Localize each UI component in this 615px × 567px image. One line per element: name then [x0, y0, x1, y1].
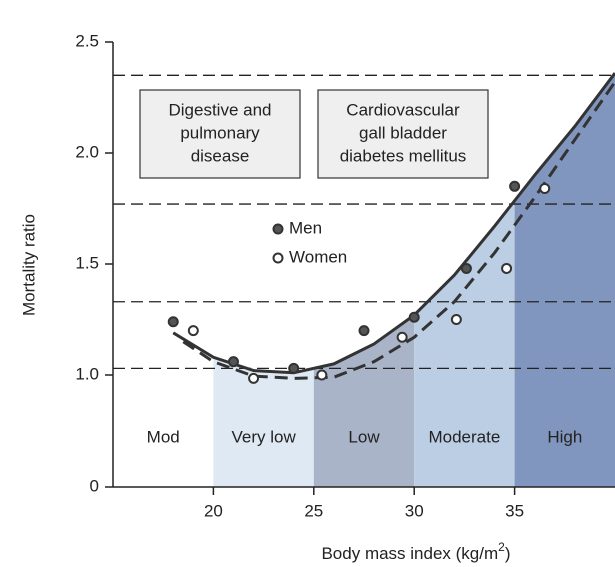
data-point — [509, 180, 521, 192]
y-tick-label: 0 — [90, 476, 99, 495]
band-label: Low — [348, 427, 380, 446]
band-label: High — [547, 427, 582, 446]
data-point — [460, 262, 472, 274]
legend-label: Men — [289, 218, 322, 237]
disease-box — [139, 89, 301, 179]
data-point — [288, 362, 300, 374]
x-label-part: Body mass index (kg/m — [321, 544, 498, 563]
y-axis-label: Mortality ratio — [19, 214, 38, 316]
data-point — [396, 331, 408, 343]
data-point — [539, 183, 551, 195]
x-tick-label: 25 — [304, 501, 323, 520]
x-label-sup: 2 — [498, 540, 505, 554]
x-label-part: ) — [505, 544, 511, 563]
x-axis-label: Body mass index (kg/m2) — [321, 540, 510, 563]
x-tick-label: 35 — [505, 501, 524, 520]
box-text: pulmonary — [180, 123, 260, 142]
y-tick-label: 1.5 — [75, 253, 99, 272]
legend-marker — [272, 223, 284, 235]
band-label: Mod — [147, 427, 180, 446]
fit-curve — [172, 72, 615, 375]
data-point — [227, 356, 239, 368]
y-tick-label: 2.0 — [75, 142, 99, 161]
data-point — [167, 316, 179, 328]
data-point — [248, 372, 260, 384]
data-point — [187, 325, 199, 337]
data-point — [408, 311, 420, 323]
y-tick-label: 1.0 — [75, 364, 99, 383]
data-point — [358, 325, 370, 337]
box-text: disease — [191, 146, 250, 165]
box-text: gall bladder — [359, 123, 447, 142]
disease-box — [317, 89, 489, 179]
data-point — [450, 314, 462, 325]
x-tick-label: 30 — [405, 501, 424, 520]
data-point — [501, 262, 513, 274]
band-label: Moderate — [428, 427, 500, 446]
data-point — [316, 369, 328, 381]
box-text: Cardiovascular — [346, 100, 460, 119]
band — [514, 73, 615, 487]
box-text: diabetes mellitus — [340, 146, 467, 165]
band-label: Very low — [231, 427, 296, 446]
legend-label: Women — [289, 247, 347, 266]
box-text: Digestive and — [168, 100, 271, 119]
y-tick-label: 2.5 — [75, 31, 99, 50]
x-tick-label: 20 — [204, 501, 223, 520]
legend-marker — [272, 252, 284, 264]
